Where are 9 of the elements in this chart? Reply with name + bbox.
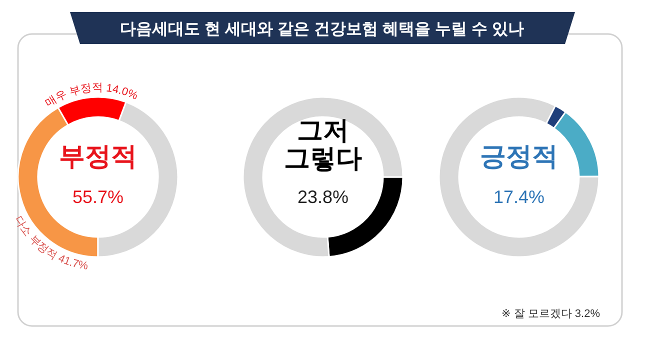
text: 부정적 — [59, 141, 137, 171]
text: ※ 잘 모르겠다 3.2% — [502, 308, 600, 320]
slice-label: 매우 부정적 14.0% — [43, 82, 140, 110]
text: 23.8% — [297, 187, 349, 207]
text: 17.4% — [493, 187, 545, 207]
text: 그저 그렇다 — [284, 115, 362, 173]
text: 긍정적 — [480, 141, 558, 171]
text: 55.7% — [72, 187, 124, 207]
text: 다음세대도 현 세대와 같은 건강보험 혜택을 누릴 수 있나 — [120, 21, 524, 38]
